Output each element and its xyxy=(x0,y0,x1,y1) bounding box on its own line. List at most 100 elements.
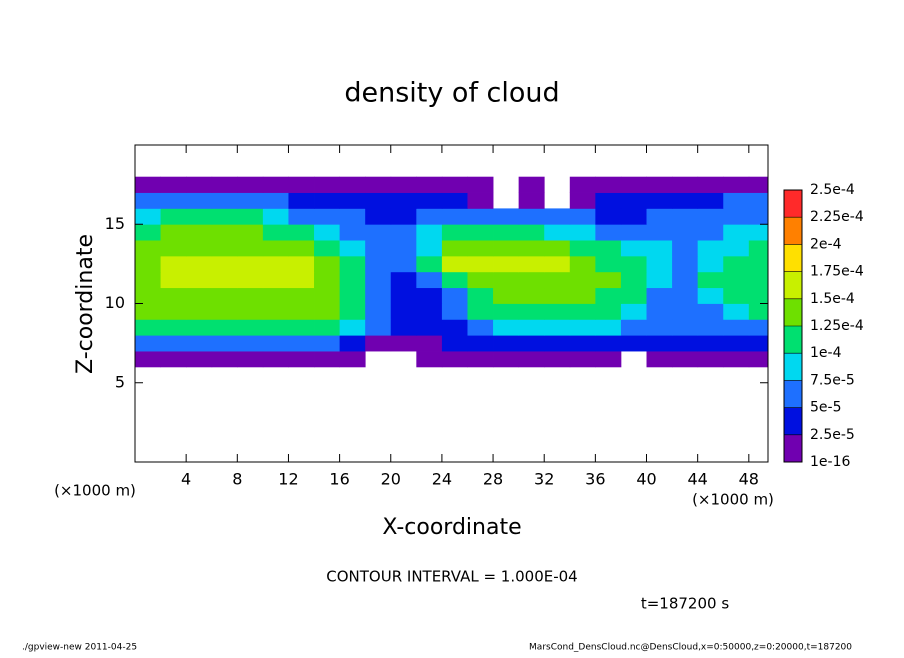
cell xyxy=(646,224,673,241)
cell xyxy=(186,335,213,352)
cell xyxy=(288,255,315,273)
cell xyxy=(135,192,161,209)
cell xyxy=(135,208,161,225)
colorbar-label: 1e-4 xyxy=(810,345,842,361)
cell xyxy=(493,303,520,320)
cell xyxy=(569,271,596,289)
cell xyxy=(160,319,187,336)
x-axis-label: X-coordinate xyxy=(382,515,521,540)
cell xyxy=(314,176,341,193)
cell xyxy=(160,224,187,241)
cell xyxy=(135,303,161,320)
cell xyxy=(672,303,699,320)
cell xyxy=(314,208,341,225)
cell xyxy=(748,224,768,241)
cell xyxy=(646,208,673,225)
cell xyxy=(646,255,673,273)
cell xyxy=(518,224,545,241)
cell xyxy=(288,224,315,241)
colorbar-label: 2.5e-4 xyxy=(810,182,855,198)
cell xyxy=(544,351,571,368)
cell xyxy=(237,335,264,352)
cell xyxy=(186,271,213,289)
cell xyxy=(672,271,699,289)
y-tick-label: 15 xyxy=(105,214,125,233)
cell xyxy=(493,240,520,257)
cell xyxy=(518,287,545,304)
cell xyxy=(620,192,647,209)
cell xyxy=(160,287,187,304)
colorbar-band xyxy=(784,298,802,326)
cell xyxy=(493,335,520,352)
cell xyxy=(620,287,647,304)
cell xyxy=(518,255,545,273)
cell xyxy=(365,303,392,320)
cell xyxy=(697,303,724,320)
x-unit: (×1000 m) xyxy=(692,491,774,509)
cell xyxy=(697,351,724,368)
cell xyxy=(467,319,494,336)
cell xyxy=(672,255,699,273)
cell xyxy=(595,240,622,257)
cell xyxy=(416,319,443,336)
cell xyxy=(723,335,750,352)
cell xyxy=(237,303,264,320)
cell xyxy=(186,319,213,336)
cell xyxy=(595,303,622,320)
cell xyxy=(518,208,545,225)
cell xyxy=(723,192,750,209)
cell xyxy=(569,240,596,257)
cell xyxy=(365,208,392,225)
x-tick-label: 32 xyxy=(534,470,554,489)
cell xyxy=(672,208,699,225)
cell xyxy=(672,224,699,241)
colorbar-band xyxy=(784,244,802,272)
cell xyxy=(365,335,392,352)
cell xyxy=(211,240,238,257)
cell xyxy=(237,192,264,209)
cell xyxy=(288,351,315,368)
cell xyxy=(416,303,443,320)
x-tick-label: 40 xyxy=(636,470,656,489)
cell xyxy=(211,224,238,241)
cell xyxy=(518,303,545,320)
cell xyxy=(339,271,366,289)
cell xyxy=(569,176,596,193)
cell xyxy=(262,271,289,289)
cell xyxy=(748,176,768,193)
cell xyxy=(416,287,443,304)
cell xyxy=(544,224,571,241)
cell xyxy=(646,335,673,352)
cell xyxy=(748,255,768,273)
cell xyxy=(365,224,392,241)
cell xyxy=(467,224,494,241)
cell xyxy=(237,287,264,304)
footer-right: MarsCond_DensCloud.nc@DensCloud,x=0:5000… xyxy=(529,643,852,653)
cell xyxy=(135,335,161,352)
x-tick-label: 16 xyxy=(329,470,349,489)
cell xyxy=(160,240,187,257)
cell xyxy=(390,271,417,289)
cell xyxy=(672,335,699,352)
cell xyxy=(186,351,213,368)
cell xyxy=(262,224,289,241)
cell xyxy=(416,192,443,209)
cell xyxy=(186,240,213,257)
cell xyxy=(544,287,571,304)
cell xyxy=(697,240,724,257)
cell xyxy=(211,176,238,193)
cell xyxy=(646,240,673,257)
cell xyxy=(646,176,673,193)
cell xyxy=(160,351,187,368)
cell xyxy=(288,303,315,320)
cell xyxy=(441,287,468,304)
cell xyxy=(416,224,443,241)
cell xyxy=(518,240,545,257)
cell xyxy=(186,224,213,241)
cell xyxy=(365,176,392,193)
cell xyxy=(365,271,392,289)
cell xyxy=(493,224,520,241)
cell xyxy=(288,208,315,225)
